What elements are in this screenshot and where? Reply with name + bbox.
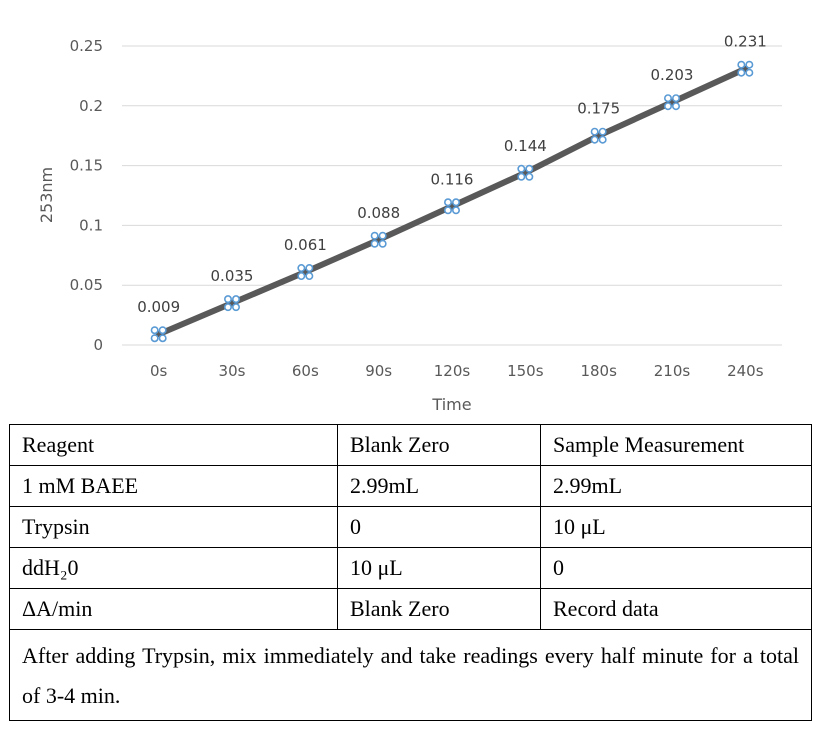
- data-label: 0.144: [504, 137, 547, 155]
- table-cell: Trypsin: [9, 506, 338, 548]
- table-note-row: After adding Trypsin, mix immediately an…: [9, 629, 812, 721]
- table-cell: Record data: [540, 588, 812, 630]
- y-tick-label: 0.25: [70, 37, 103, 55]
- y-tick-label: 0.05: [70, 276, 103, 294]
- data-point: [443, 198, 460, 215]
- data-label: 0.035: [211, 267, 254, 285]
- table-row: ΔA/min Blank Zero Record data: [9, 588, 812, 630]
- table-cell: 1 mM BAEE: [9, 465, 338, 507]
- gridlines: [122, 45, 782, 346]
- x-tick-label: 0s: [150, 362, 168, 380]
- table-cell: 10 μL: [540, 506, 812, 548]
- procedure-note: After adding Trypsin, mix immediately an…: [9, 629, 812, 721]
- table-cell: 2.99mL: [337, 465, 541, 507]
- table-cell: Reagent: [9, 424, 338, 466]
- data-label: 0.231: [724, 33, 767, 51]
- data-point: [590, 127, 607, 144]
- data-labels: 0.009 0.035 0.061 0.088 0.116 0.144 0.175 0.203…: [137, 33, 767, 317]
- table-cell: Blank Zero: [337, 588, 541, 630]
- x-tick-label: 90s: [365, 362, 392, 380]
- data-point: [224, 295, 241, 312]
- data-label: 0.088: [357, 204, 400, 222]
- data-point: [737, 60, 754, 77]
- x-tick-label: 30s: [219, 362, 246, 380]
- table-row: 1 mM BAEE 2.99mL 2.99mL: [9, 465, 812, 507]
- y-tick-label: 0.15: [70, 157, 103, 175]
- table-cell: 0: [540, 547, 812, 589]
- line-chart: 0 0.05 0.1 0.15 0.2 0.25 0s 30s 60s 90s 120s 150s 1…: [37, 33, 782, 414]
- data-label: 0.009: [137, 298, 180, 316]
- x-tick-label: 240s: [727, 362, 764, 380]
- x-tick-label: 120s: [434, 362, 471, 380]
- y-axis-title: 253nm: [37, 167, 56, 223]
- reagent-table: Reagent Blank Zero Sample Measurement 1 mM …: [9, 424, 812, 721]
- table-row: ddH₂0 10 μL 0: [9, 547, 812, 589]
- data-markers: [150, 60, 754, 343]
- x-tick-label: 210s: [654, 362, 691, 380]
- y-tick-label: 0.1: [79, 216, 103, 234]
- data-label: 0.061: [284, 236, 327, 254]
- data-label: 0.175: [577, 100, 620, 118]
- table-header-row: Reagent Blank Zero Sample Measurement: [9, 424, 812, 466]
- y-tick-label: 0: [93, 336, 103, 354]
- y-axis-ticks: 0 0.05 0.1 0.15 0.2 0.25: [70, 37, 103, 354]
- table-cell: 10 μL: [337, 547, 541, 589]
- x-tick-label: 180s: [580, 362, 617, 380]
- data-point: [150, 326, 167, 343]
- data-label: 0.203: [651, 66, 694, 84]
- table-cell: Blank Zero: [337, 424, 541, 466]
- table-cell: ΔA/min: [9, 588, 338, 630]
- x-axis-ticks: 0s 30s 60s 90s 120s 150s 180s 210s 240s: [150, 362, 764, 380]
- table-cell: Sample Measurement: [540, 424, 812, 466]
- x-axis-title: Time: [431, 395, 471, 414]
- table-cell: ddH₂0: [9, 547, 338, 589]
- data-label: 0.116: [431, 170, 474, 188]
- series-line: [155, 65, 749, 338]
- data-point: [370, 231, 387, 248]
- x-tick-label: 60s: [292, 362, 319, 380]
- data-point: [663, 94, 680, 111]
- y-tick-label: 0.2: [79, 97, 103, 115]
- table-cell: 0: [337, 506, 541, 548]
- x-tick-label: 150s: [507, 362, 544, 380]
- table-cell: 2.99mL: [540, 465, 812, 507]
- table-row: Trypsin 0 10 μL: [9, 506, 812, 548]
- data-point: [297, 264, 314, 281]
- data-point: [517, 164, 534, 181]
